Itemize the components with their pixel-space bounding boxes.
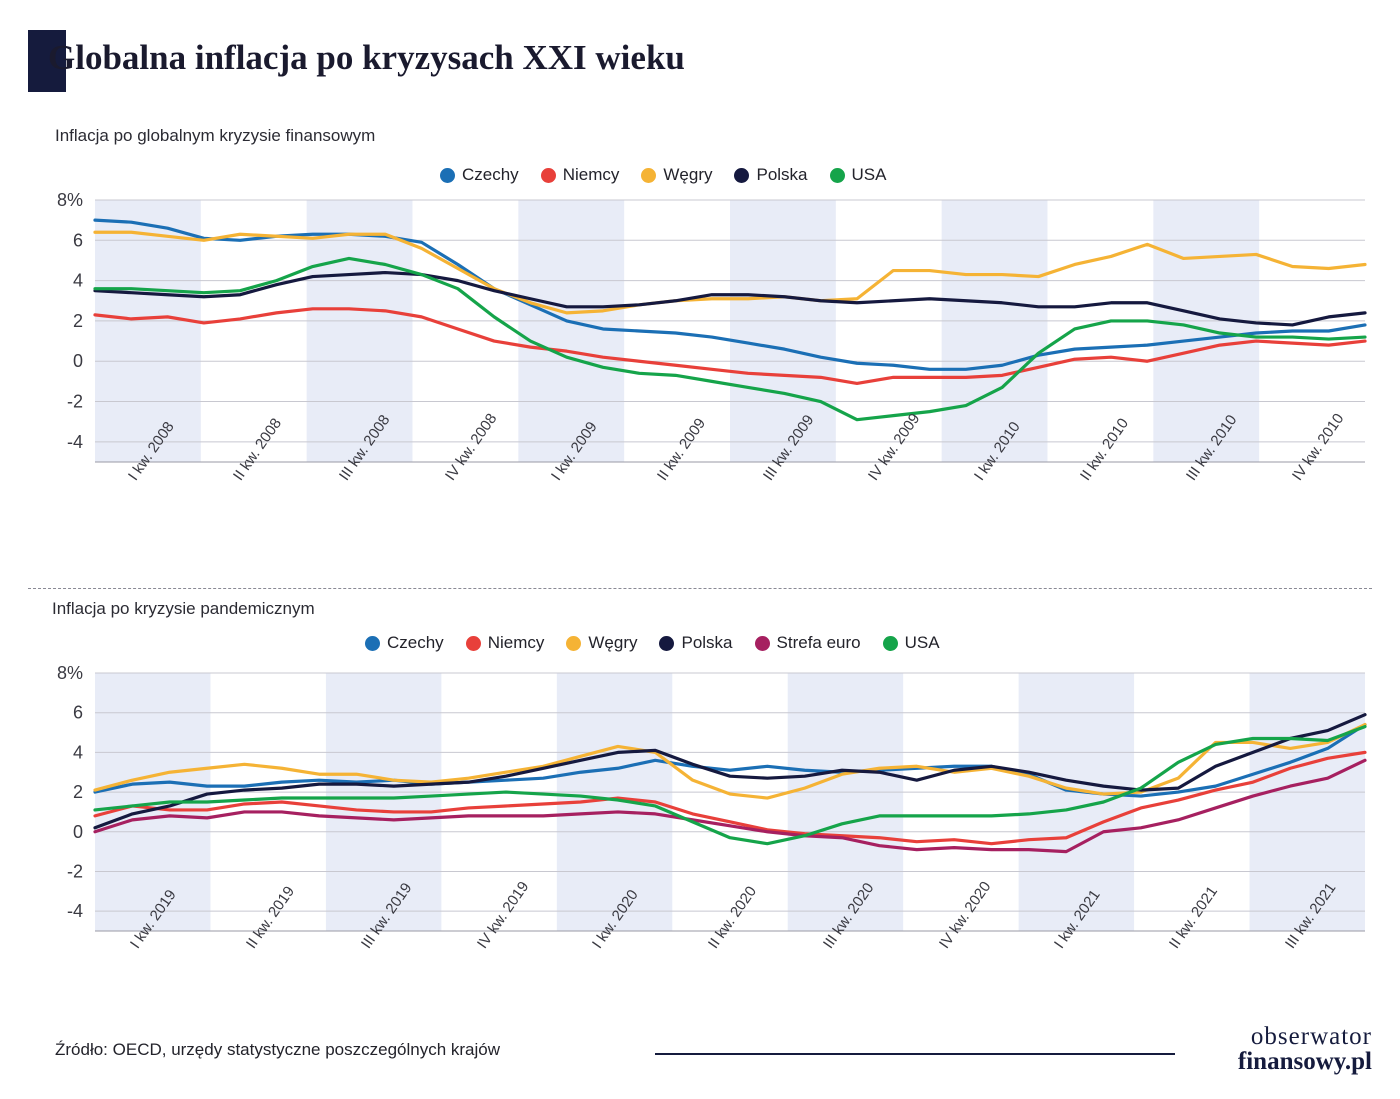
y-axis-tick-label: 4: [73, 742, 83, 762]
chart-band: [1249, 673, 1365, 931]
series-line-niemcy: [93, 307, 1367, 385]
y-axis-tick-label: 4: [73, 271, 83, 291]
y-axis-tick-label: 2: [73, 782, 83, 802]
legend-item-usa: USA: [829, 165, 887, 185]
y-axis-tick-label: 0: [73, 822, 83, 842]
series-line-czechy: [93, 218, 1367, 371]
y-axis-tick-label: -4: [67, 901, 83, 921]
source-note: Źródło: OECD, urzędy statystyczne poszcz…: [55, 1040, 501, 1059]
series-line-węgry: [93, 230, 1367, 315]
legend-item-wegry: Węgry: [641, 165, 712, 185]
y-axis-tick-label: -4: [67, 432, 83, 452]
legend-label: USA: [851, 165, 887, 184]
chart-band: [95, 200, 201, 462]
legend-label: Niemcy: [562, 165, 620, 184]
panel2-title: Inflacja po kryzysie pandemicznym: [52, 599, 315, 618]
legend-item-polska: Polska: [734, 165, 808, 185]
legend-dot-icon: [365, 635, 380, 651]
legend-dot-icon: [540, 167, 556, 183]
series-line-czechy: [93, 722, 1367, 798]
panel1-title: Inflacja po globalnym kryzysie finansowy…: [55, 126, 376, 145]
series-line-strefa-euro: [93, 758, 1367, 854]
chart-band: [787, 673, 904, 931]
legend-item-polska: Polska: [659, 633, 733, 653]
series-line-usa: [93, 256, 1367, 422]
y-axis-tick-label: 6: [73, 703, 83, 723]
legend-label: Polska: [681, 633, 733, 652]
logo-line-1: obserwator: [1250, 1023, 1372, 1050]
chart-band: [730, 200, 836, 462]
series-line-polska: [93, 713, 1367, 830]
y-axis-tick-label: -2: [67, 392, 83, 412]
panel-divider: [28, 588, 1372, 589]
legend-dot-icon: [440, 167, 455, 183]
legend-dot-icon: [566, 635, 582, 651]
legend-item-niemcy: Niemcy: [465, 633, 545, 653]
legend-dot-icon: [641, 167, 657, 183]
series-line-niemcy: [93, 750, 1367, 846]
legend-label: Strefa euro: [776, 633, 861, 652]
series-line-usa: [93, 724, 1367, 846]
chart-band: [518, 200, 625, 462]
legend-label: Węgry: [588, 633, 638, 652]
y-axis-tick-label: 8%: [57, 190, 83, 210]
series-line-polska: [93, 270, 1367, 327]
page-title: Globalna inflacja po kryzysach XXI wieku: [48, 38, 685, 77]
series-line-węgry: [93, 722, 1367, 800]
legend-dot-icon: [829, 167, 845, 183]
chart-band: [306, 200, 413, 462]
chart-band: [325, 673, 442, 931]
legend-item-czechy: Czechy: [440, 165, 519, 185]
legend-dot-icon: [882, 635, 898, 651]
source-rule: [655, 1053, 1175, 1055]
y-axis-tick-label: 8%: [57, 663, 83, 683]
y-axis-tick-label: 0: [73, 351, 83, 371]
legend-item-usa: USA: [882, 633, 940, 653]
legend-label: Czechy: [462, 165, 519, 184]
legend-label: Czechy: [387, 633, 444, 652]
legend-dot-icon: [734, 167, 750, 183]
legend-dot-icon: [659, 635, 675, 651]
legend-item-strefa-euro: Strefa euro: [754, 633, 861, 653]
legend-dot-icon: [754, 635, 770, 651]
legend-label: Węgry: [663, 165, 713, 184]
panel1-legend: Czechy Niemcy Węgry Polska USA: [440, 165, 886, 185]
logo-line-2: finansowy.pl: [1237, 1048, 1372, 1075]
chart-band: [941, 200, 1048, 462]
site-logo: obserwator finansowy.pl: [1238, 1024, 1372, 1074]
y-axis-tick-label: 2: [73, 311, 83, 331]
legend-item-czechy: Czechy: [365, 633, 444, 653]
legend-label: USA: [904, 633, 940, 652]
title-accent-block: [28, 30, 66, 92]
chart-band: [1018, 673, 1135, 931]
legend-label: Polska: [756, 165, 808, 184]
y-axis-tick-label: 6: [73, 230, 83, 250]
legend-label: Niemcy: [487, 633, 545, 652]
panel2-legend: Czechy Niemcy Węgry Polska Strefa euro U…: [365, 633, 940, 653]
legend-item-niemcy: Niemcy: [540, 165, 620, 185]
legend-dot-icon: [465, 635, 481, 651]
y-axis-tick-label: -2: [67, 861, 83, 881]
legend-item-wegry: Węgry: [566, 633, 637, 653]
